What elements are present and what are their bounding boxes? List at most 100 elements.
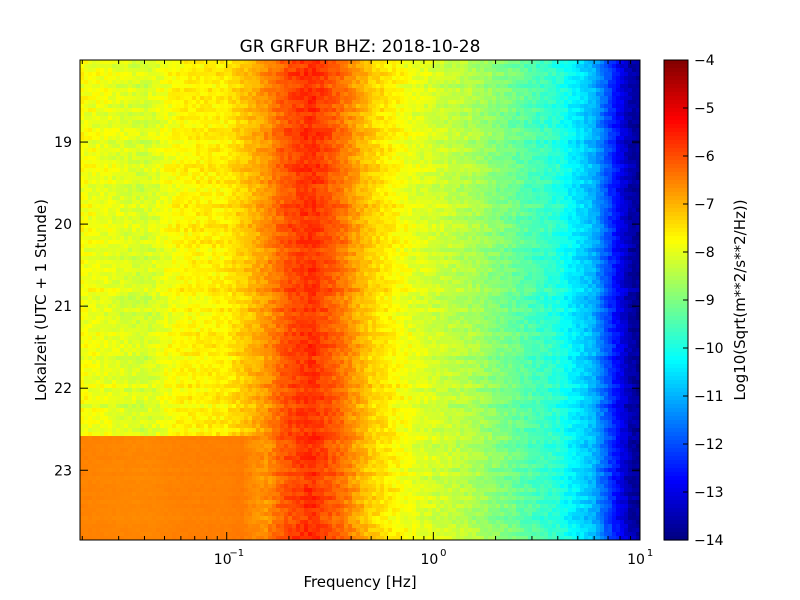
heatmap-cell — [244, 84, 248, 88]
heatmap-cell — [140, 156, 144, 160]
heatmap-cell — [436, 88, 440, 92]
heatmap-cell — [196, 172, 200, 176]
heatmap-cell — [192, 68, 196, 72]
heatmap-cell — [324, 168, 328, 172]
heatmap-cell — [400, 76, 404, 80]
heatmap-cell — [288, 60, 292, 64]
heatmap-cell — [184, 124, 188, 128]
heatmap-cell — [236, 116, 240, 120]
heatmap-cell — [160, 176, 164, 180]
heatmap-cell — [404, 100, 408, 104]
heatmap-cell — [180, 116, 184, 120]
heatmap-cell — [332, 120, 336, 124]
heatmap-cell — [448, 88, 452, 92]
heatmap-cell — [568, 184, 572, 188]
heatmap-cell — [156, 172, 160, 176]
heatmap-cell — [508, 88, 512, 92]
heatmap-cell — [284, 128, 288, 132]
heatmap-cell — [416, 96, 420, 100]
heatmap-cell — [540, 176, 544, 180]
heatmap-cell — [512, 160, 516, 164]
heatmap-cell — [396, 200, 400, 204]
heatmap-cell — [232, 60, 236, 64]
heatmap-cell — [340, 180, 344, 184]
heatmap-cell — [456, 180, 460, 184]
heatmap-cell — [148, 128, 152, 132]
heatmap-cell — [424, 108, 428, 112]
heatmap-cell — [460, 196, 464, 200]
heatmap-cell — [388, 76, 392, 80]
heatmap-cell — [152, 80, 156, 84]
heatmap-cell — [336, 124, 340, 128]
heatmap-cell — [328, 192, 332, 196]
heatmap-cell — [504, 160, 508, 164]
heatmap-cell — [176, 192, 180, 196]
heatmap-cell — [424, 92, 428, 96]
heatmap-cell — [124, 104, 128, 108]
heatmap-cell — [468, 148, 472, 152]
heatmap-cell — [212, 144, 216, 148]
heatmap-cell — [528, 160, 532, 164]
heatmap-cell — [276, 64, 280, 68]
heatmap-cell — [184, 160, 188, 164]
heatmap-cell — [432, 188, 436, 192]
heatmap-cell — [272, 164, 276, 168]
heatmap-cell — [516, 60, 520, 64]
heatmap-cell — [536, 152, 540, 156]
heatmap-cell — [608, 76, 612, 80]
heatmap-cell — [536, 144, 540, 148]
heatmap-cell — [516, 172, 520, 176]
heatmap-cell — [160, 136, 164, 140]
heatmap-cell — [296, 148, 300, 152]
heatmap-cell — [108, 136, 112, 140]
heatmap-cell — [632, 136, 636, 140]
heatmap-cell — [108, 168, 112, 172]
heatmap-cell — [244, 124, 248, 128]
heatmap-cell — [352, 144, 356, 148]
heatmap-cell — [264, 132, 268, 136]
heatmap-cell — [408, 152, 412, 156]
heatmap-cell — [444, 124, 448, 128]
heatmap-cell — [232, 192, 236, 196]
heatmap-cell — [88, 144, 92, 148]
heatmap-cell — [400, 172, 404, 176]
heatmap-cell — [200, 108, 204, 112]
heatmap-cell — [632, 156, 636, 160]
heatmap-cell — [288, 108, 292, 112]
heatmap-cell — [244, 116, 248, 120]
heatmap-cell — [576, 116, 580, 120]
heatmap-cell — [120, 200, 124, 204]
heatmap-cell — [136, 128, 140, 132]
heatmap-cell — [276, 116, 280, 120]
heatmap-cell — [224, 80, 228, 84]
heatmap-cell — [168, 180, 172, 184]
heatmap-cell — [288, 72, 292, 76]
heatmap-cell — [320, 156, 324, 160]
heatmap-cell — [160, 84, 164, 88]
heatmap-cell — [284, 140, 288, 144]
heatmap-cell — [624, 184, 628, 188]
heatmap-cell — [264, 200, 268, 204]
heatmap-cell — [204, 104, 208, 108]
heatmap-cell — [256, 84, 260, 88]
heatmap-cell — [204, 116, 208, 120]
heatmap-cell — [172, 140, 176, 144]
heatmap-cell — [604, 92, 608, 96]
heatmap-cell — [184, 200, 188, 204]
heatmap-cell — [144, 104, 148, 108]
heatmap-cell — [120, 136, 124, 140]
heatmap-cell — [192, 196, 196, 200]
heatmap-cell — [128, 64, 132, 68]
heatmap-cell — [356, 108, 360, 112]
heatmap-cell — [332, 148, 336, 152]
heatmap-cell — [316, 152, 320, 156]
heatmap-cell — [636, 132, 640, 136]
heatmap-cell — [420, 72, 424, 76]
heatmap-cell — [172, 144, 176, 148]
heatmap-cell — [512, 112, 516, 116]
heatmap-cell — [368, 104, 372, 108]
heatmap-cell — [164, 160, 168, 164]
heatmap-cell — [324, 152, 328, 156]
heatmap-cell — [512, 132, 516, 136]
heatmap-cell — [628, 128, 632, 132]
